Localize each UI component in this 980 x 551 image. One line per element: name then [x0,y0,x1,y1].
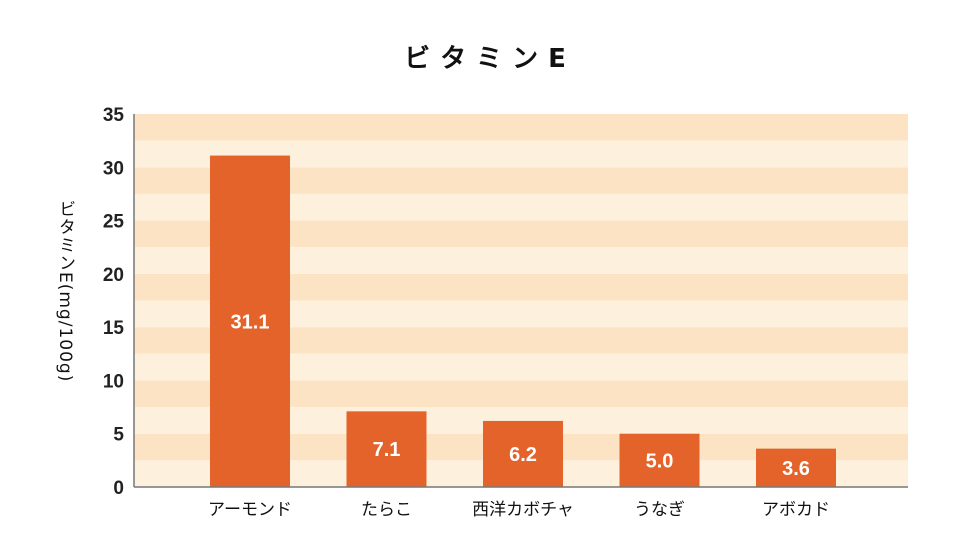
bar-1 [210,155,290,487]
y-tick-label: 35 [103,105,125,126]
y-tick-label: 30 [103,158,124,179]
x-category-label: アボカド [762,500,830,520]
data-label: 5.0 [646,450,674,472]
x-category-label: たらこ [361,500,412,520]
x-categories: アーモンド たらこ 西洋カボチャ うなぎ アボカド [208,500,830,520]
x-category-label: アーモンド [208,500,292,520]
bar-3 [483,420,563,487]
band-35 [134,114,908,141]
bars [210,155,836,487]
y-tick-label: 5 [113,425,124,446]
bar-2 [346,411,427,487]
x-category-label: 西洋カボチャ [472,500,574,520]
data-label: 7.1 [373,439,401,461]
chart-title: ビタミンE [404,44,576,74]
bar-4 [619,433,700,487]
data-label: 3.6 [782,458,810,480]
x-category-label: うなぎ [634,500,685,520]
y-tick-label: 25 [103,212,125,233]
data-label: 6.2 [509,444,537,466]
y-tick-label: 10 [103,371,124,392]
data-labels: 31.1 7.1 6.2 5.0 3.6 [231,311,810,480]
y-tick-label: 15 [103,318,125,339]
bar-5 [756,448,836,487]
data-label: 31.1 [231,311,270,333]
y-axis-label: ビタミンE(mg/100g) [55,200,75,383]
axes [133,114,908,488]
y-tick-label: 20 [103,265,124,286]
y-ticks: 0 5 10 15 20 25 30 35 [103,105,125,499]
y-tick-label: 0 [113,478,124,499]
